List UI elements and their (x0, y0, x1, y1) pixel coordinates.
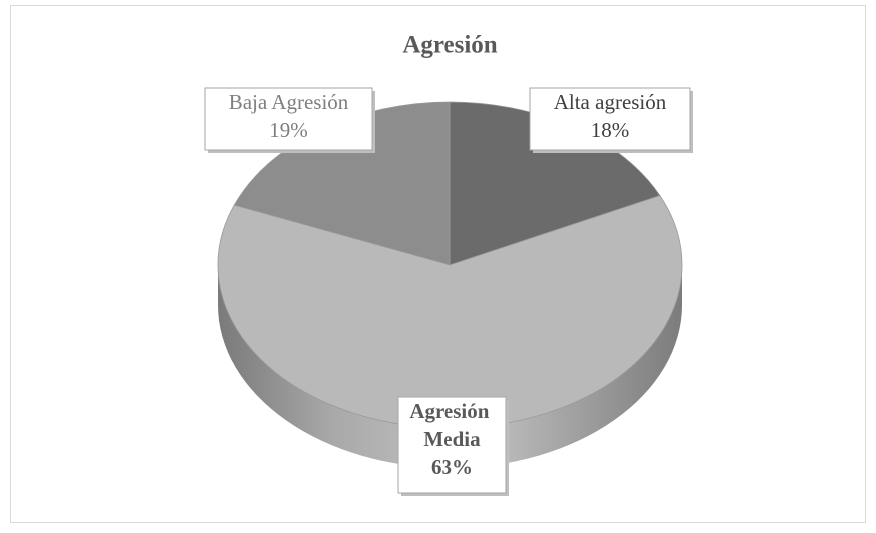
label-value: 18% (591, 118, 630, 142)
labels: Alta agresión 18% Agresión Media 63% Baja Ag… (204, 87, 693, 496)
label-line: Agresión (409, 399, 494, 423)
label-value: 63% (431, 455, 473, 479)
label-box (204, 87, 373, 151)
pie (217, 101, 683, 468)
label-category: Baja Agresión (229, 90, 349, 114)
label-box (529, 87, 691, 151)
label-box (397, 396, 507, 494)
label-category: Alta agresión (554, 90, 667, 114)
label-line: Media (423, 427, 481, 451)
label-value: 19% (269, 118, 308, 142)
chart-title: Agresión (402, 32, 497, 59)
label-category: Agresión Media (409, 399, 494, 451)
